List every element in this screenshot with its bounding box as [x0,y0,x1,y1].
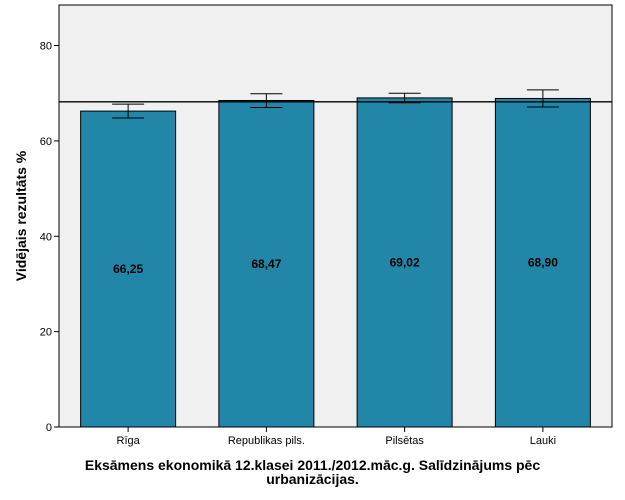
chart-caption-line-2: urbanizācijas. [266,471,359,487]
x-tick-label: Rīga [117,435,141,447]
x-tick-label: Lauki [530,435,556,447]
data-label: 66,25 [113,262,143,276]
data-label: 68,47 [251,257,281,271]
y-tick-label: 0 [46,422,52,434]
bar [494,97,591,428]
y-tick-label: 20 [40,327,52,339]
data-label: 68,90 [528,256,558,270]
bar [80,110,177,428]
x-tick-label: Republikas pils. [228,435,305,447]
y-tick-label: 80 [40,41,52,53]
data-label: 69,02 [390,255,420,269]
chart-caption-line-1: Eksāmens ekonomikā 12.klasei 2011./2012.… [84,457,541,473]
y-axis-title: Vidējais rezultāts % [13,150,29,281]
bar [218,100,315,428]
x-tick-label: Pilsētas [385,435,424,447]
y-tick-label: 40 [40,231,52,243]
bar [356,97,453,428]
bar-chart: 0 20 40 60 80 Vidējais rezultāts % Rīga 66,25 Re… [13,4,613,447]
y-tick-label: 60 [40,136,52,148]
